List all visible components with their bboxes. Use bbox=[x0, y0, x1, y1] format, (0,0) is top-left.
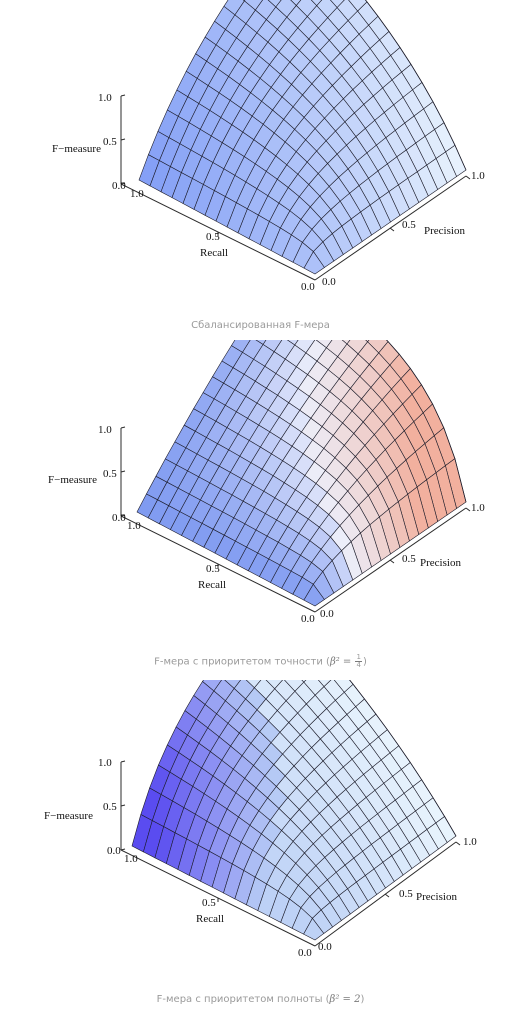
surface-patch bbox=[290, 0, 302, 6]
z-axis-label: F−measure bbox=[52, 143, 101, 155]
recall-axis-label: Recall bbox=[200, 247, 228, 259]
surface-patch bbox=[341, 340, 351, 345]
recall-tick-05: 0.5 bbox=[206, 563, 220, 575]
recall-tick-0: 0.0 bbox=[301, 613, 315, 625]
axes-balanced bbox=[120, 94, 471, 281]
figure-recall-priority: 1.0 0.5 0.0 F−measure 1.0 0.5 0.0 Recall… bbox=[0, 680, 521, 1022]
precision-tick-1: 1.0 bbox=[463, 836, 477, 848]
recall-axis-label: Recall bbox=[198, 579, 226, 591]
surface-balanced bbox=[138, 0, 467, 275]
caption-recall-priority: F-мера с приоритетом полноты (β² = 2) bbox=[0, 994, 521, 1005]
z-tick-1: 1.0 bbox=[98, 757, 112, 769]
precision-axis-label: Precision bbox=[424, 225, 465, 237]
figure-balanced: 1.0 0.5 0.0 F−measure 1.0 0.5 0.0 Recall… bbox=[0, 0, 521, 340]
recall-axis-label: Recall bbox=[196, 913, 224, 925]
precision-tick-05: 0.5 bbox=[402, 553, 416, 565]
precision-tick-05: 0.5 bbox=[399, 888, 413, 900]
caption-text: F-мера с приоритетом полноты ( bbox=[156, 994, 330, 1005]
surface-patch bbox=[303, 251, 325, 275]
precision-tick-1: 1.0 bbox=[471, 170, 485, 182]
precision-axis-label: Precision bbox=[416, 891, 457, 903]
surface-patch bbox=[310, 0, 323, 7]
surface-plot-balanced: 1.0 0.5 0.0 F−measure 1.0 0.5 0.0 Recall… bbox=[52, 0, 485, 293]
z-tick-0: 0.0 bbox=[112, 512, 126, 524]
surface-patch bbox=[303, 583, 325, 607]
z-tick-05: 0.5 bbox=[103, 468, 117, 480]
recall-tick-05: 0.5 bbox=[202, 897, 216, 909]
z-tick-0: 0.0 bbox=[112, 180, 126, 192]
surface-patch bbox=[301, 680, 307, 683]
precision-tick-05: 0.5 bbox=[402, 219, 416, 231]
surface-patch bbox=[303, 917, 325, 941]
recall-tick-1: 1.0 bbox=[124, 853, 138, 865]
recall-tick-1: 1.0 bbox=[130, 188, 144, 200]
recall-tick-05: 0.5 bbox=[206, 231, 220, 243]
surface-edge bbox=[364, 0, 467, 171]
caption-suffix: ) bbox=[360, 994, 365, 1005]
figure-precision-priority: 1.0 0.5 0.0 F−measure 1.0 0.5 0.0 Recall… bbox=[0, 340, 521, 680]
caption-math: β² = bbox=[329, 656, 355, 668]
recall-tick-0: 0.0 bbox=[301, 281, 315, 293]
recall-tick-0: 0.0 bbox=[298, 947, 312, 959]
caption-balanced: Сбалансированная F-мера bbox=[0, 320, 521, 331]
z-axis-label: F−measure bbox=[44, 810, 93, 822]
z-tick-05: 0.5 bbox=[103, 136, 117, 148]
caption-text: Сбалансированная F-мера bbox=[191, 320, 330, 331]
surface-recall-priority bbox=[131, 680, 457, 941]
precision-tick-1: 1.0 bbox=[471, 502, 485, 514]
caption-text: F-мера с приоритетом точности ( bbox=[154, 656, 330, 668]
precision-tick-0: 0.0 bbox=[322, 276, 336, 288]
surface-edge bbox=[349, 680, 457, 837]
fraction-denominator: 4 bbox=[356, 661, 361, 669]
axes-recall-priority bbox=[120, 760, 461, 947]
surface-plot-recall-priority: 1.0 0.5 0.0 F−measure 1.0 0.5 0.0 Recall… bbox=[44, 680, 477, 959]
precision-tick-0: 0.0 bbox=[320, 608, 334, 620]
fraction-numerator: 1 bbox=[355, 653, 362, 662]
surface-edge bbox=[386, 340, 467, 503]
z-tick-1: 1.0 bbox=[98, 424, 112, 436]
surface-precision-priority bbox=[136, 340, 467, 607]
caption-math: β² = 2 bbox=[329, 994, 361, 1005]
z-tick-05: 0.5 bbox=[103, 801, 117, 813]
precision-axis-label: Precision bbox=[420, 557, 461, 569]
z-tick-1: 1.0 bbox=[98, 92, 112, 104]
recall-tick-1: 1.0 bbox=[127, 520, 141, 532]
z-tick-0: 0.0 bbox=[107, 845, 121, 857]
precision-tick-0: 0.0 bbox=[318, 941, 332, 953]
surface-plot-precision-priority: 1.0 0.5 0.0 F−measure 1.0 0.5 0.0 Recall… bbox=[48, 340, 485, 625]
caption-precision-priority: F-мера с приоритетом точности (β² = 1 4) bbox=[0, 654, 521, 669]
z-axis-label: F−measure bbox=[48, 474, 97, 486]
caption-suffix: ) bbox=[362, 656, 367, 668]
axes-precision-priority bbox=[120, 426, 471, 613]
